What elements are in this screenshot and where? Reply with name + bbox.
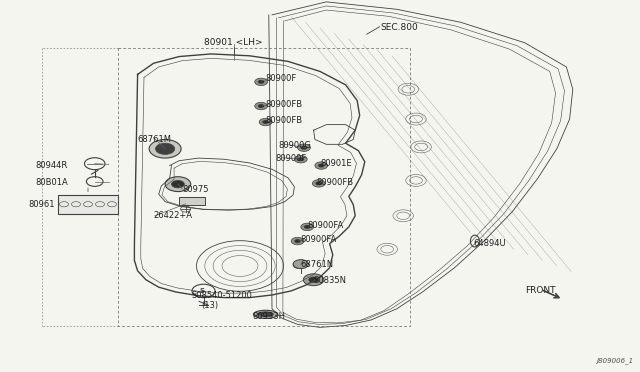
Circle shape [165,177,191,192]
Circle shape [315,162,328,169]
Text: 68761M: 68761M [138,135,172,144]
Text: 80900G: 80900G [278,141,311,150]
Text: S08540-51200: S08540-51200 [192,291,253,300]
Circle shape [291,237,304,245]
Text: 80944R: 80944R [35,161,67,170]
Text: 80900FB: 80900FB [266,100,303,109]
Circle shape [258,80,264,84]
Circle shape [294,239,301,243]
Text: 80900F: 80900F [266,74,297,83]
Circle shape [296,263,303,267]
Text: SEC.800: SEC.800 [381,23,419,32]
Text: 80835N: 80835N [314,276,347,285]
Text: 80900FB: 80900FB [266,116,303,125]
Circle shape [156,143,175,154]
Circle shape [262,120,269,124]
Circle shape [298,144,310,151]
Circle shape [301,223,314,231]
Circle shape [294,155,307,163]
Text: 80900FB: 80900FB [317,178,354,187]
Circle shape [318,164,324,167]
Text: FRONT: FRONT [525,286,556,295]
Circle shape [304,225,310,229]
Ellipse shape [257,312,274,317]
Text: 80900FA: 80900FA [301,235,337,244]
Text: 80901E: 80901E [320,159,351,168]
Text: 80901 <LH>: 80901 <LH> [204,38,263,47]
Text: 64894U: 64894U [474,239,506,248]
Circle shape [258,104,264,108]
Circle shape [259,118,272,126]
Text: 68761N: 68761N [301,260,334,269]
Text: (13): (13) [202,301,219,310]
Text: 26422+A: 26422+A [154,211,193,220]
Ellipse shape [253,310,278,318]
Circle shape [316,182,322,185]
Circle shape [301,146,307,150]
Circle shape [172,180,184,188]
Circle shape [255,78,268,86]
Circle shape [308,277,319,283]
Text: 80975: 80975 [182,185,209,194]
Circle shape [298,157,304,161]
Text: 80961: 80961 [29,200,55,209]
FancyBboxPatch shape [179,197,205,205]
Text: 80B01A: 80B01A [35,178,68,187]
FancyBboxPatch shape [58,195,118,214]
Text: 80900F: 80900F [275,154,307,163]
Circle shape [312,180,325,187]
Text: S: S [199,288,204,294]
Text: 80933H: 80933H [253,312,286,321]
Circle shape [255,102,268,110]
Text: 80900FA: 80900FA [307,221,344,230]
Circle shape [149,140,181,158]
Circle shape [293,260,308,269]
Circle shape [293,261,306,269]
Circle shape [303,274,324,286]
Text: J809006_1: J809006_1 [596,357,634,364]
